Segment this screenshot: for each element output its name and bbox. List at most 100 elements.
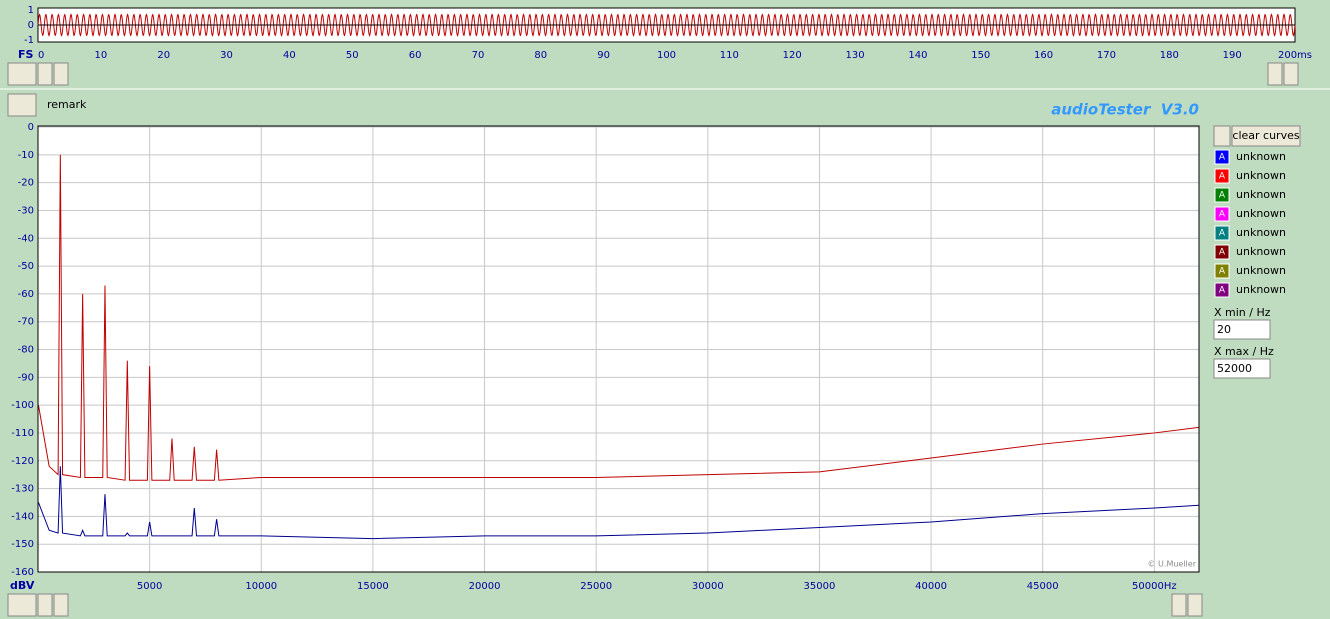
x-tick-label: 170 bbox=[1097, 50, 1116, 61]
spinners[interactable] bbox=[7, 62, 1299, 617]
x-tick-label: 15000 bbox=[357, 581, 389, 592]
x-tick-label: 20 bbox=[157, 50, 170, 61]
y-tick-label: -10 bbox=[18, 150, 34, 161]
x-tick-label: 80 bbox=[534, 50, 547, 61]
y-tick-label: -110 bbox=[11, 428, 34, 439]
x-tick-label: 130 bbox=[846, 50, 865, 61]
legend-swatch-glyph: A bbox=[1219, 153, 1226, 163]
x-tick-label: 70 bbox=[472, 50, 485, 61]
legend-label: unknown bbox=[1236, 226, 1286, 239]
scroll-right[interactable] bbox=[1283, 62, 1299, 86]
legend-swatch[interactable] bbox=[1214, 244, 1230, 260]
xmin-input[interactable] bbox=[1213, 319, 1271, 340]
y-tick-label: 1 bbox=[28, 5, 34, 16]
y-tick-label: -130 bbox=[11, 484, 34, 495]
x-tick-label: 30000 bbox=[692, 581, 724, 592]
legend-swatch-glyph: A bbox=[1219, 267, 1226, 277]
x-tick-label: 45000 bbox=[1027, 581, 1059, 592]
x-tick-label: 35000 bbox=[804, 581, 836, 592]
y-tick-label: -60 bbox=[18, 289, 34, 300]
legend-label: unknown bbox=[1236, 245, 1286, 258]
x-tick-label: 30 bbox=[220, 50, 233, 61]
y-tick-label: -30 bbox=[18, 205, 34, 216]
y-tick-label: -150 bbox=[11, 539, 34, 550]
spinner[interactable] bbox=[7, 93, 37, 117]
x-tick-label: 90 bbox=[597, 50, 610, 61]
xmin-value[interactable]: 20 bbox=[1217, 323, 1231, 336]
legend-label: unknown bbox=[1236, 207, 1286, 220]
y-tick-label: -40 bbox=[18, 233, 34, 244]
legend-swatch-glyph: A bbox=[1219, 286, 1226, 296]
y-tick-label: -50 bbox=[18, 261, 34, 272]
legend-swatch-glyph: A bbox=[1219, 248, 1226, 258]
spinner[interactable] bbox=[1213, 125, 1231, 147]
xmin-label: X min / Hz bbox=[1214, 306, 1271, 319]
legend-label: unknown bbox=[1236, 264, 1286, 277]
y-tick-label: -70 bbox=[18, 317, 34, 328]
x-tick-label: 10 bbox=[94, 50, 107, 61]
scroll-right[interactable] bbox=[53, 593, 69, 617]
y-tick-label: -140 bbox=[11, 511, 34, 522]
xmax-value[interactable]: 52000 bbox=[1217, 362, 1252, 375]
watermark: © U.Mueller bbox=[1148, 560, 1197, 569]
legend-swatch[interactable] bbox=[1214, 225, 1230, 241]
legend-swatch[interactable] bbox=[1214, 282, 1230, 298]
x-tick-label: 40 bbox=[283, 50, 296, 61]
spectrum-curve bbox=[37, 466, 1200, 540]
x-tick-label: 10000 bbox=[245, 581, 277, 592]
x-tick-label: 0 bbox=[38, 50, 44, 61]
spectrum-curve bbox=[37, 154, 1200, 481]
legend-swatch[interactable] bbox=[1214, 263, 1230, 279]
spinner[interactable] bbox=[7, 593, 37, 617]
x-tick-label: 60 bbox=[409, 50, 422, 61]
y-tick-label: -1 bbox=[24, 35, 34, 46]
scroll-left[interactable] bbox=[1171, 593, 1187, 617]
x-tick-label: 50000Hz bbox=[1132, 581, 1177, 592]
plot-frame bbox=[37, 125, 1200, 573]
x-tick-label: 190 bbox=[1223, 50, 1242, 61]
y-tick-label: -20 bbox=[18, 178, 34, 189]
xmax-input[interactable] bbox=[1213, 358, 1271, 379]
y-tick-label: -80 bbox=[18, 345, 34, 356]
legend-swatch[interactable] bbox=[1214, 168, 1230, 184]
x-tick-label: 160 bbox=[1034, 50, 1053, 61]
legend-swatch[interactable] bbox=[1214, 206, 1230, 222]
scroll-left[interactable] bbox=[1267, 62, 1283, 86]
x-tick-label: 120 bbox=[783, 50, 802, 61]
legend-swatch-glyph: A bbox=[1219, 229, 1226, 239]
scroll-left[interactable] bbox=[37, 62, 53, 86]
legend-swatch-glyph: A bbox=[1219, 172, 1226, 182]
app-title: audioTester V3.0 bbox=[1051, 101, 1199, 119]
legend-swatch[interactable] bbox=[1214, 149, 1230, 165]
y-tick-label: 0 bbox=[28, 122, 34, 133]
x-tick-label: 140 bbox=[908, 50, 927, 61]
legend-swatch[interactable] bbox=[1214, 187, 1230, 203]
scroll-right[interactable] bbox=[53, 62, 69, 86]
clear-button-label[interactable]: clear curves bbox=[1232, 129, 1299, 142]
x-tick-label: 40000 bbox=[915, 581, 947, 592]
legend-label: unknown bbox=[1236, 283, 1286, 296]
legend-label: unknown bbox=[1236, 150, 1286, 163]
x-tick-label: 5000 bbox=[137, 581, 162, 592]
y-tick-label: -100 bbox=[11, 400, 34, 411]
spinner[interactable] bbox=[7, 62, 37, 86]
scroll-left[interactable] bbox=[37, 593, 53, 617]
x-tick-label: 150 bbox=[971, 50, 990, 61]
scroll-right[interactable] bbox=[1187, 593, 1203, 617]
x-tick-label: 100 bbox=[657, 50, 676, 61]
remark: remark bbox=[47, 98, 87, 111]
legend-swatch-glyph: A bbox=[1219, 191, 1226, 201]
axis-label: FS bbox=[18, 48, 34, 61]
x-tick-label: 200ms bbox=[1278, 50, 1312, 61]
axis-label: dBV bbox=[10, 579, 35, 592]
legend-label: unknown bbox=[1236, 188, 1286, 201]
xmax-label: X max / Hz bbox=[1214, 345, 1274, 358]
clear-button[interactable] bbox=[1231, 125, 1301, 147]
x-tick-label: 180 bbox=[1160, 50, 1179, 61]
y-tick-label: -120 bbox=[11, 456, 34, 467]
legend-swatch-glyph: A bbox=[1219, 210, 1226, 220]
x-tick-label: 50 bbox=[346, 50, 359, 61]
legend-label: unknown bbox=[1236, 169, 1286, 182]
y-tick-label: -160 bbox=[11, 567, 34, 578]
